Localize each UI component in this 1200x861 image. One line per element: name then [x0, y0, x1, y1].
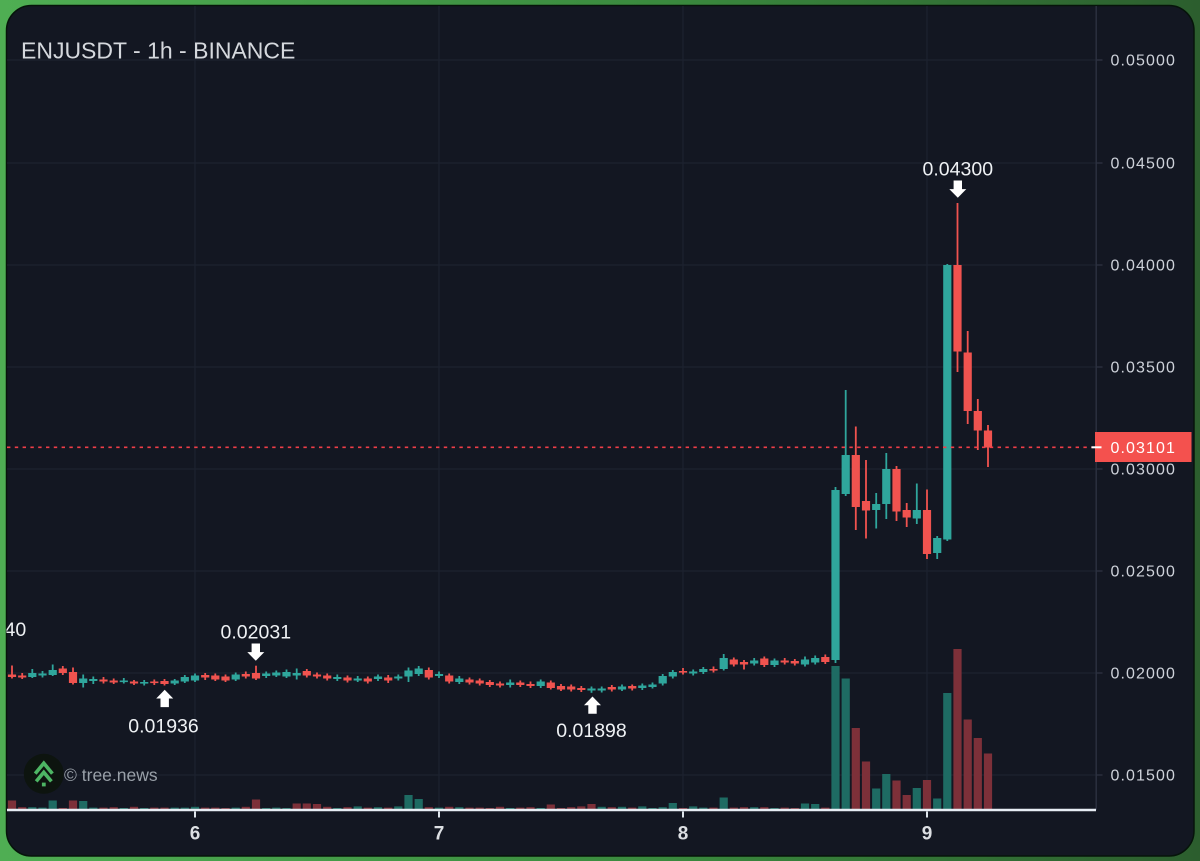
svg-text:0.02500: 0.02500 — [1111, 564, 1177, 581]
svg-text:6: 6 — [190, 824, 201, 845]
svg-text:0.02000: 0.02000 — [1111, 666, 1177, 683]
svg-text:8: 8 — [678, 824, 689, 845]
svg-text:0.02040: 0.02040 — [0, 619, 26, 641]
svg-text:0.03101: 0.03101 — [1111, 440, 1177, 457]
svg-text:0.03500: 0.03500 — [1111, 360, 1177, 377]
svg-text:0.03000: 0.03000 — [1111, 462, 1177, 479]
svg-text:ENJUSDT - 1h - BINANCE: ENJUSDT - 1h - BINANCE — [21, 38, 295, 64]
svg-text:0.01936: 0.01936 — [128, 716, 199, 738]
svg-text:0.01898: 0.01898 — [556, 720, 627, 742]
svg-text:9: 9 — [922, 824, 933, 845]
svg-text:0.04000: 0.04000 — [1111, 258, 1177, 275]
svg-text:0.05000: 0.05000 — [1111, 53, 1177, 70]
svg-text:0.04500: 0.04500 — [1111, 156, 1177, 173]
svg-text:0.01500: 0.01500 — [1111, 768, 1177, 785]
svg-text:0.04300: 0.04300 — [923, 159, 994, 181]
svg-text:© tree.news: © tree.news — [64, 765, 158, 785]
svg-text:0.02031: 0.02031 — [221, 622, 292, 644]
svg-text:7: 7 — [434, 824, 445, 845]
